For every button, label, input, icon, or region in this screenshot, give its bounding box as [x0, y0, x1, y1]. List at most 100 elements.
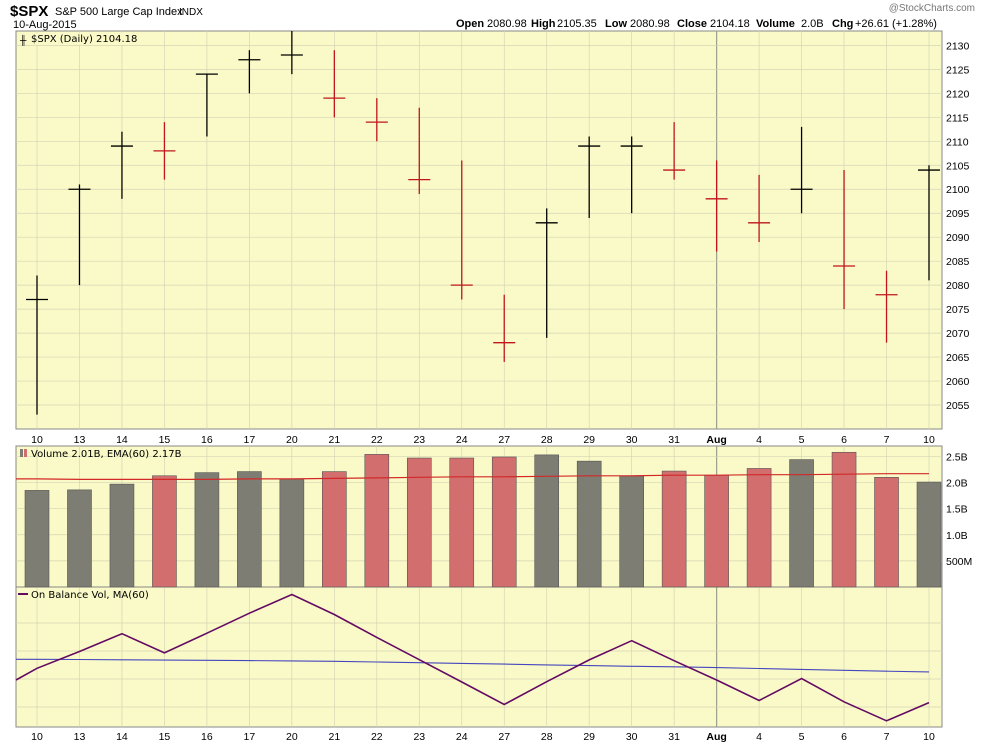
y-tick-label: 2100: [946, 184, 970, 196]
y-tick-label: 1.5B: [946, 504, 968, 516]
x-tick-label: 16: [201, 434, 213, 446]
x-tick-label: 5: [799, 731, 805, 743]
y-tick-label: 2.0B: [946, 478, 968, 490]
volume-legend-swatch-up: [20, 449, 23, 457]
x-tick-label: 10: [31, 434, 43, 446]
x-tick-label: 27: [498, 731, 510, 743]
quote-summary: Open 2080.98 High 2105.35 Low 2080.98 Cl…: [456, 18, 937, 30]
volume-label: Volume: [756, 18, 795, 30]
x-tick-label: 10: [31, 731, 43, 743]
volume-bar: [67, 489, 92, 588]
volume-bar: [152, 475, 177, 588]
y-tick-label: 2125: [946, 64, 970, 76]
volume-bar: [789, 459, 814, 588]
x-tick-label: 22: [371, 731, 383, 743]
x-tick-label: 23: [413, 434, 425, 446]
x-tick-label: 21: [328, 434, 340, 446]
x-tick-label: 27: [498, 434, 510, 446]
y-tick-label: 2075: [946, 304, 970, 316]
x-tick-label: 28: [541, 731, 553, 743]
x-tick-label: 28: [541, 434, 553, 446]
price-bars: [26, 31, 940, 415]
close-value: 2104.18: [710, 18, 750, 30]
y-tick-label: 2070: [946, 328, 970, 340]
x-tick-label: 31: [668, 434, 680, 446]
obv-line: [15, 593, 930, 722]
y-tick-label: 2120: [946, 88, 970, 100]
volume-bar: [279, 478, 305, 588]
security-name: S&P 500 Large Cap Index: [55, 6, 183, 18]
y-tick-label: 2.5B: [946, 451, 968, 463]
volume-bar: [874, 477, 899, 588]
x-tick-label: 14: [116, 434, 128, 446]
x-tick-label: 30: [626, 731, 638, 743]
volume-bar: [24, 490, 50, 588]
price-legend: ╫ $SPX (Daily) 2104.18: [19, 33, 137, 46]
volume-bar: [364, 454, 390, 588]
y-tick-label: 2105: [946, 160, 970, 172]
x-tick-label: 6: [841, 731, 847, 743]
y-tick-label: 2110: [946, 136, 969, 148]
axis-labels: 10 10 13 13 14 14 15 15 16 16 17 17 20 20 21 21 22 22 23 23…: [31, 40, 972, 743]
y-tick-label: 2090: [946, 232, 970, 244]
x-tick-label: 31: [668, 731, 680, 743]
obv-legend: On Balance Vol, MA(60): [18, 590, 149, 601]
x-tick-label: Aug: [706, 434, 726, 446]
x-tick-label: 29: [583, 434, 595, 446]
x-tick-label: 13: [74, 731, 86, 743]
volume-bar: [194, 472, 220, 588]
y-tick-label: 1.0B: [946, 530, 968, 542]
x-tick-label: 7: [884, 731, 890, 743]
x-tick-label: 4: [756, 731, 762, 743]
x-tick-label: 15: [159, 434, 171, 446]
price-legend-text: $SPX (Daily) 2104.18: [31, 34, 137, 45]
ema-line: [16, 473, 929, 480]
x-tick-label: 21: [328, 731, 340, 743]
open-value: 2080.98: [487, 18, 527, 30]
volume-bar: [704, 474, 729, 588]
y-tick-label: 2115: [946, 112, 969, 124]
symbol: $SPX: [10, 3, 48, 20]
y-tick-label: 2060: [946, 376, 970, 388]
volume-bar: [661, 470, 687, 588]
x-tick-label: 23: [413, 731, 425, 743]
x-tick-label: 17: [244, 731, 256, 743]
y-tick-label: 2085: [946, 256, 970, 268]
high-label: High: [531, 18, 556, 30]
x-tick-label: 10: [923, 434, 935, 446]
volume-bar: [576, 460, 602, 588]
volume-bar: [746, 468, 772, 588]
volume-bar: [619, 475, 644, 588]
x-tick-label: 14: [116, 731, 128, 743]
x-tick-label: 20: [286, 731, 298, 743]
volume-legend-swatch-down: [24, 449, 27, 457]
open-label: Open: [456, 18, 484, 30]
y-tick-label: 2055: [946, 400, 970, 412]
x-tick-label: 16: [201, 731, 213, 743]
low-label: Low: [605, 18, 627, 30]
volume-bar: [534, 454, 560, 588]
ohlc-legend-icon: ╫: [19, 34, 27, 46]
y-tick-label: 2080: [946, 280, 970, 292]
obv-ma-line: [16, 658, 930, 673]
x-tick-label: 24: [456, 434, 468, 446]
y-tick-label: 2095: [946, 208, 970, 220]
y-tick-label: 2130: [946, 40, 970, 52]
y-tick-label: 2065: [946, 352, 970, 364]
chg-value: +26.61 (+1.28%): [855, 18, 937, 30]
volume-bar: [322, 471, 347, 588]
chg-label: Chg: [832, 18, 853, 30]
volume-legend-text: Volume 2.01B, EMA(60) 2.17B: [31, 449, 182, 460]
x-tick-label: 22: [371, 434, 383, 446]
volume-bar: [916, 481, 942, 588]
x-tick-label: 20: [286, 434, 298, 446]
obv-legend-text: On Balance Vol, MA(60): [31, 590, 149, 601]
x-tick-label: 13: [74, 434, 86, 446]
volume-bar: [406, 457, 432, 588]
volume-bar: [491, 456, 517, 588]
x-tick-label: 24: [456, 731, 468, 743]
x-tick-label: 10: [923, 731, 935, 743]
volume-legend: Volume 2.01B, EMA(60) 2.17B: [20, 449, 182, 460]
